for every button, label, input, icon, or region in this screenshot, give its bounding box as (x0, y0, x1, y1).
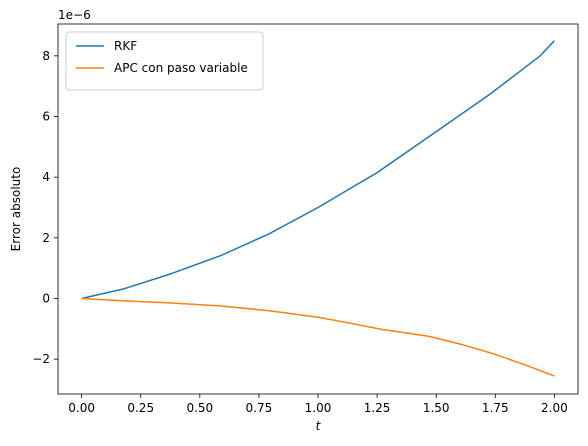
x-tick-label: 0.75 (246, 401, 273, 415)
series-line-0 (81, 40, 555, 300)
y-tick-label: 4 (42, 170, 50, 184)
series-line-1 (81, 297, 555, 377)
x-tick-label: 1.00 (305, 401, 332, 415)
x-tick-label: 0.25 (127, 401, 154, 415)
x-tick-label: 2.00 (541, 401, 568, 415)
x-tick-label: 0.50 (186, 401, 213, 415)
series-layer (81, 40, 555, 377)
y-axis: −2 0 2 4 6 8 (32, 49, 58, 366)
y-tick-label: −2 (32, 352, 50, 366)
legend-box (65, 31, 264, 91)
x-tick-label: 0.00 (68, 401, 95, 415)
y-scale-offset-label: 1e−6 (58, 8, 91, 22)
x-axis: 0.00 0.25 0.50 0.75 1.00 1.25 1.50 1.75 2.00 (68, 394, 568, 415)
legend-entry-label: APC con paso variable (114, 61, 248, 75)
x-tick-label: 1.50 (423, 401, 450, 415)
legend-entry-label: RKF (114, 39, 137, 53)
x-axis-label: t (316, 419, 322, 433)
x-tick-label: 1.75 (482, 401, 509, 415)
y-tick-label: 6 (42, 110, 50, 124)
y-tick-label: 8 (42, 49, 50, 63)
y-axis-label: Error absoluto (9, 167, 23, 252)
legend: RKF APC con paso variable (65, 31, 264, 91)
y-tick-label: 0 (42, 291, 50, 305)
y-tick-label: 2 (42, 231, 50, 245)
x-tick-label: 1.25 (364, 401, 391, 415)
